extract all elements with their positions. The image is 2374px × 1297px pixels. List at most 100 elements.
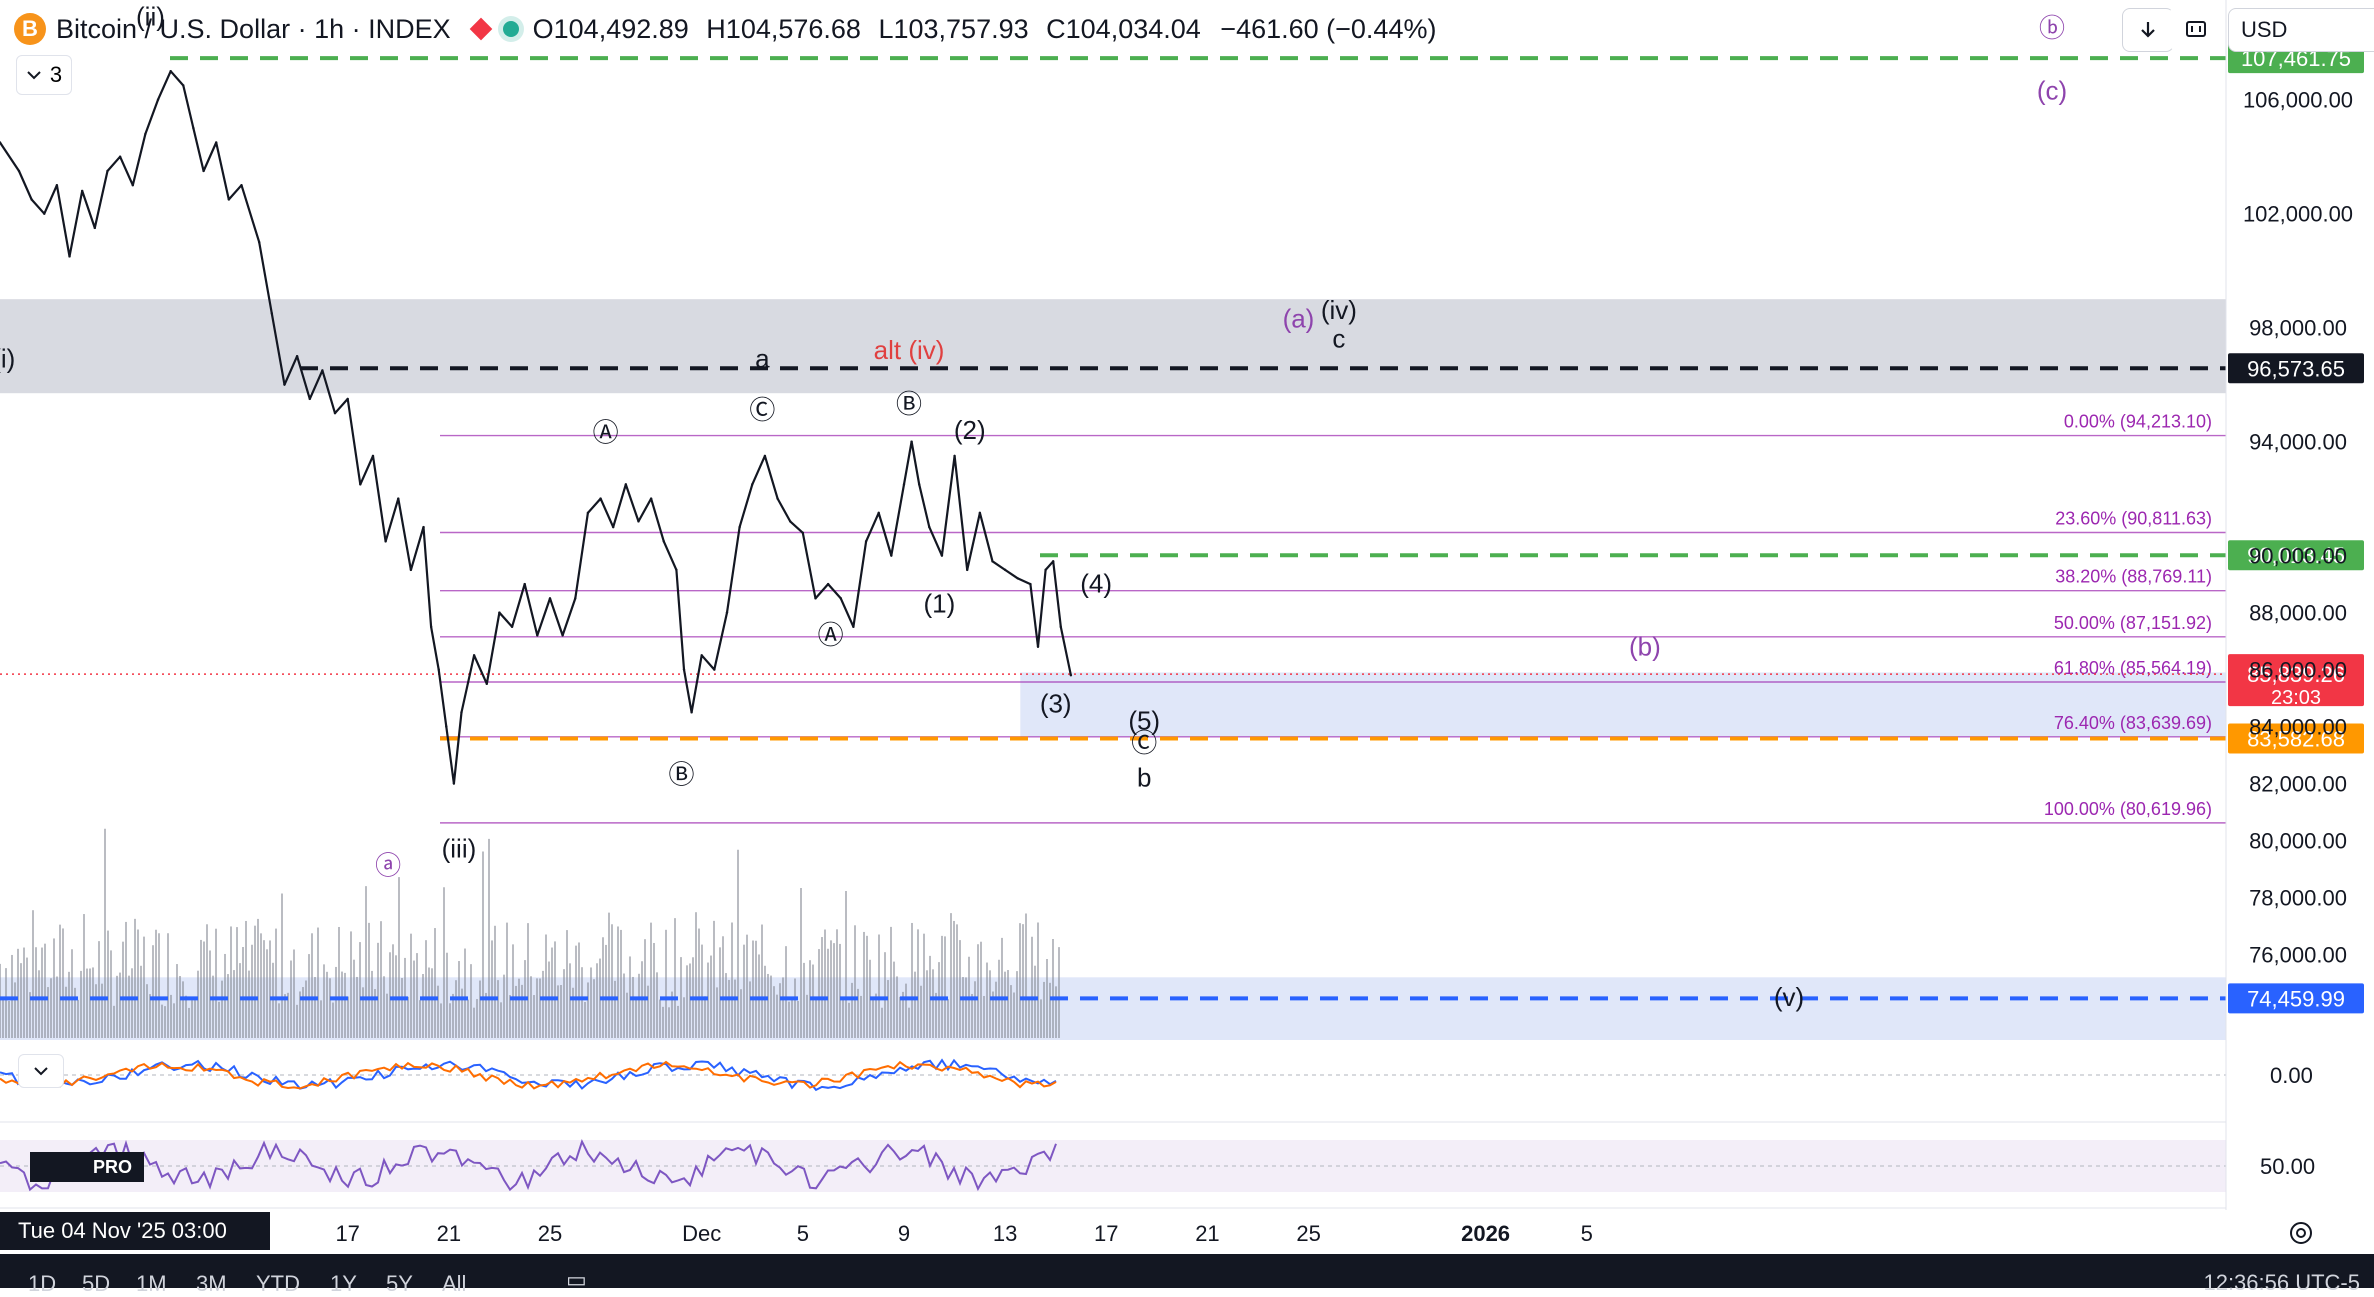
y-tick-label: 76,000.00 xyxy=(2249,943,2347,968)
x-tick-label: 17 xyxy=(1094,1221,1118,1246)
price-point xyxy=(940,554,944,557)
wave-label: a xyxy=(755,344,770,374)
price-point xyxy=(877,511,880,515)
y-tick-label: 88,000.00 xyxy=(2249,601,2347,626)
chevron-down-icon xyxy=(34,1067,48,1076)
price-point xyxy=(910,440,913,443)
wave-label: (5) xyxy=(1128,705,1160,735)
x-tick-label: 21 xyxy=(437,1221,461,1246)
timeframe-1m[interactable]: 1M xyxy=(136,1271,167,1296)
lower-zone xyxy=(0,977,2226,1040)
wave-label: (3) xyxy=(1040,688,1072,718)
price-point xyxy=(561,634,564,637)
change-value: −461.60 (−0.44%) xyxy=(1220,13,1437,44)
price-badge-label: 85,839.26 xyxy=(2247,662,2345,687)
price-point xyxy=(192,127,195,130)
wave-label: (b) xyxy=(1629,631,1661,661)
timeframe-5y[interactable]: 5Y xyxy=(386,1271,413,1296)
price-point xyxy=(890,554,893,557)
price-point xyxy=(763,454,767,458)
price-point xyxy=(257,240,261,244)
price-point xyxy=(429,625,433,629)
x-tick-label: 13 xyxy=(993,1221,1017,1246)
fib-label: 61.80% (85,564.19) xyxy=(2054,658,2212,678)
indicator-toggle[interactable]: 3 xyxy=(16,55,72,95)
timeframe-3m[interactable]: 3M xyxy=(196,1271,227,1296)
price-point xyxy=(637,520,640,523)
y-tick-label: 94,000.00 xyxy=(2249,430,2347,455)
price-series-layer xyxy=(0,70,1073,785)
price-badge-label: 96,573.65 xyxy=(2247,356,2345,381)
rsi-line xyxy=(0,1138,1057,1192)
timeframe-ytd[interactable]: YTD xyxy=(256,1271,300,1296)
wave-label: (2) xyxy=(954,415,986,445)
price-point xyxy=(776,497,779,500)
chevron-down-icon xyxy=(27,71,41,80)
y-tick-label: 90,000.00 xyxy=(2249,544,2347,569)
price-point xyxy=(422,525,425,529)
price-point xyxy=(574,597,577,600)
timeframe-1y[interactable]: 1Y xyxy=(330,1271,357,1296)
price-point xyxy=(397,497,400,500)
price-point xyxy=(437,668,440,671)
price-point xyxy=(182,84,185,87)
price-axis: 76,000.00 78,000.00 80,000.00 82,000.00 84,0… xyxy=(2225,0,2353,1210)
indicator-panes: 0.00 50.00 xyxy=(0,1058,2315,1192)
support-zone xyxy=(1020,672,2226,737)
arrow-down-icon xyxy=(2141,22,2155,38)
indicator-count: 3 xyxy=(49,62,63,87)
price-point xyxy=(548,597,552,600)
price-badge xyxy=(2228,540,2364,571)
symbol-title[interactable]: Bitcoin / U.S. Dollar · 1h · INDEX xyxy=(56,13,451,44)
wave-label: Ⓐ xyxy=(593,418,619,448)
timeframe-1d[interactable]: 1D xyxy=(28,1271,57,1296)
refresh-icon xyxy=(2186,21,2206,37)
price-point xyxy=(1069,674,1073,677)
price-point xyxy=(346,397,349,401)
price-point xyxy=(864,540,868,543)
calendar-icon[interactable]: ▭ xyxy=(566,1267,587,1292)
y-tick-label: 106,000.00 xyxy=(2243,88,2353,113)
price-point xyxy=(966,568,969,572)
settings-gear-icon[interactable] xyxy=(2286,1218,2316,1248)
macd-pane-toggle[interactable] xyxy=(18,1054,64,1088)
timeframe-5d[interactable]: 5D xyxy=(82,1271,111,1296)
price-point xyxy=(690,711,693,714)
price-point xyxy=(169,70,172,73)
wave-label: Ⓒ xyxy=(1131,728,1157,758)
price-point xyxy=(751,483,754,486)
timeframe-all[interactable]: All xyxy=(442,1271,467,1296)
ohlc-values: O104,492.89 H104,576.68 L103,757.93 C104… xyxy=(532,13,1437,44)
fib-label: 0.00% (94,213.10) xyxy=(2064,412,2212,432)
x-tick-label: 25 xyxy=(538,1221,562,1246)
price-point xyxy=(826,582,830,586)
price-point xyxy=(662,540,665,543)
flag-icon[interactable] xyxy=(469,17,492,41)
price-series xyxy=(0,70,1072,785)
price-point xyxy=(156,98,160,101)
price-point xyxy=(814,597,817,600)
price-point xyxy=(445,725,448,728)
price-badge-sublabel: 23:03 xyxy=(2271,687,2321,709)
price-point xyxy=(409,568,413,572)
price-point xyxy=(214,141,218,144)
price-point xyxy=(789,520,792,523)
x-tick-label: 2026 xyxy=(1461,1221,1510,1246)
wave-label: Ⓒ xyxy=(749,395,775,425)
download-button[interactable] xyxy=(2122,8,2174,52)
price-badge-label: 83,582.68 xyxy=(2247,726,2345,751)
price-point xyxy=(991,560,994,563)
currency-select[interactable]: USD xyxy=(2228,8,2374,52)
time-axis: 17 21 25 Dec 5 9 13 17 21 25 2026 5 xyxy=(0,1207,2226,1246)
x-tick-label: 25 xyxy=(1296,1221,1320,1246)
zones-layer xyxy=(0,299,2226,1040)
fullscreen-button[interactable] xyxy=(2168,8,2224,50)
price-point xyxy=(586,511,590,515)
price-point xyxy=(675,568,678,572)
market-status-icon[interactable] xyxy=(502,21,519,37)
price-point xyxy=(68,255,71,258)
x-tick-label: 21 xyxy=(1195,1221,1219,1246)
horizontal-lines: 107,461.7596,573.6590,013.4585,839.2623:… xyxy=(0,43,2364,1014)
